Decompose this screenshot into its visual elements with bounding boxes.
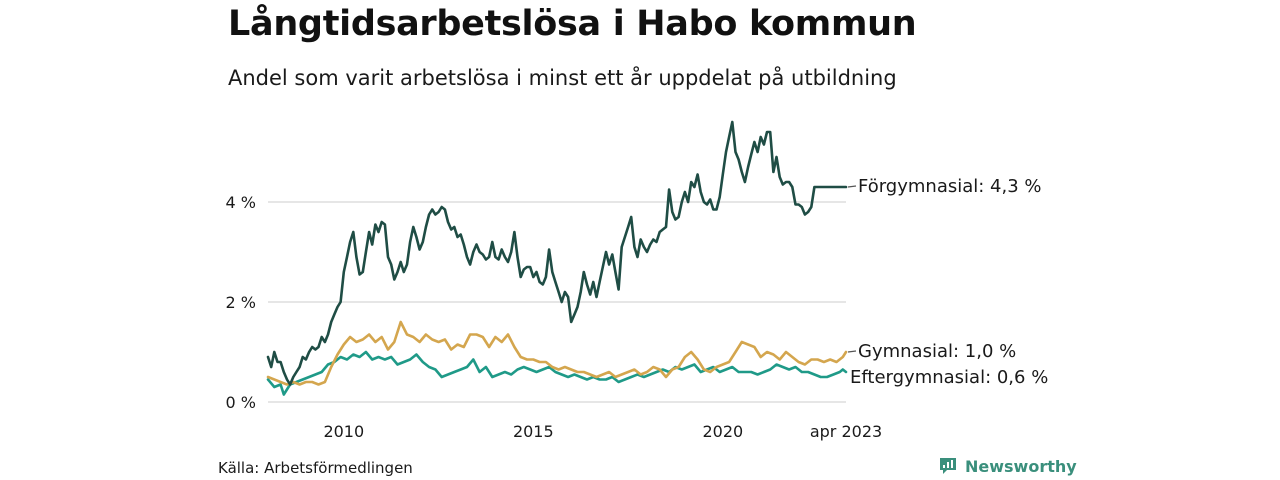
brand-name: Newsworthy	[965, 456, 1077, 476]
x-tick-label: 2010	[323, 422, 364, 441]
series-lines	[266, 120, 848, 396]
end-label-förgymnasial: Förgymnasial: 4,3 %	[858, 176, 1042, 197]
y-tick-label: 0 %	[226, 393, 256, 412]
series-line-förgymnasial	[266, 120, 848, 386]
series-line-gymnasial	[266, 320, 848, 386]
end-label-gymnasial: Gymnasial: 1,0 %	[858, 341, 1016, 362]
series-line-eftergymnasial	[266, 350, 848, 396]
x-tick-label: 2015	[513, 422, 554, 441]
y-tick-label: 2 %	[226, 293, 256, 312]
end-label-leader	[847, 185, 857, 188]
chart-subtitle: Andel som varit arbetslösa i minst ett å…	[228, 66, 897, 90]
source-note: Källa: Arbetsförmedlingen	[218, 459, 413, 477]
end-label-eftergymnasial: Eftergymnasial: 0,6 %	[850, 367, 1048, 388]
end-label-leader	[847, 350, 857, 353]
brand-logo-block: Newsworthy	[938, 456, 1077, 476]
end-labels: Förgymnasial: 4,3 % Gymnasial: 1,0 % Efter…	[847, 176, 1048, 388]
newsworthy-logo-icon	[940, 458, 956, 474]
chart-title: Långtidsarbetslösa i Habo kommun	[228, 4, 917, 44]
gridlines	[268, 201, 846, 403]
y-tick-label: 4 %	[226, 193, 256, 212]
x-tick-label: 2020	[702, 422, 743, 441]
x-axis-ticks: 2010 2015 2020 apr 2023	[323, 422, 882, 441]
x-tick-label: apr 2023	[810, 422, 882, 441]
y-axis-ticks: 0 % 2 % 4 %	[226, 193, 256, 412]
